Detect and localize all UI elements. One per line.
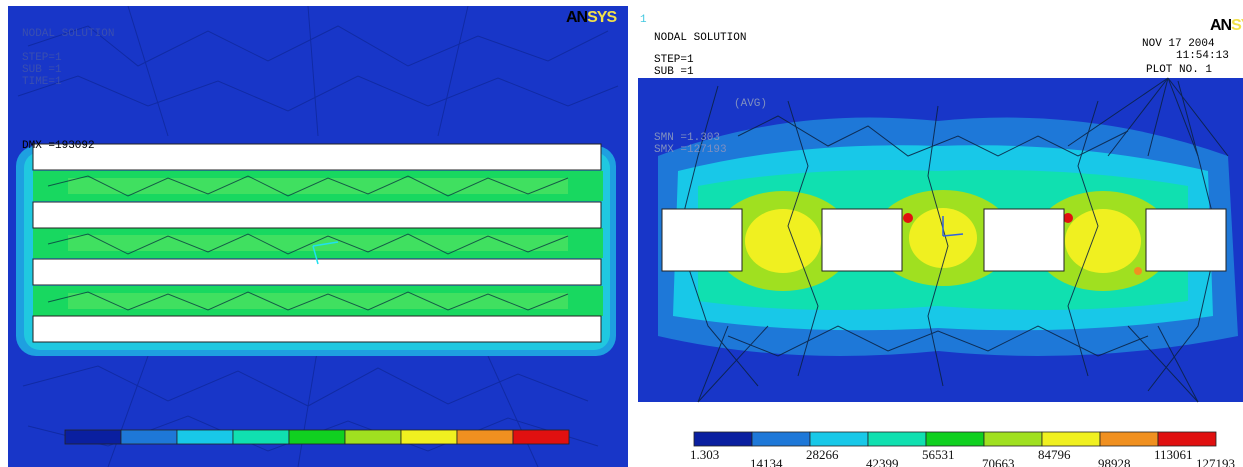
right-window-index: 1 <box>640 14 647 26</box>
right-legend-label-bottom-3: 70663 <box>982 456 1015 467</box>
right-legend-label-bottom-5: 127193 <box>1196 456 1235 467</box>
right-legend-cell-9 <box>1157 431 1217 447</box>
left-plate-3 <box>32 258 602 286</box>
left-legend-cell-4 <box>232 429 290 445</box>
left-legend-cell-1 <box>64 429 122 445</box>
left-legend-cell-7 <box>400 429 458 445</box>
right-legend-cell-2 <box>751 431 811 447</box>
left-axis-triad <box>312 241 339 265</box>
right-plot-number: PLOT NO. 1 <box>1146 64 1213 76</box>
right-legend-cell-3 <box>809 431 869 447</box>
left-header-line-4: TIME=1 <box>22 76 62 88</box>
right-legend-cell-7 <box>1041 431 1101 447</box>
left-plate-2 <box>32 201 602 229</box>
right-legend-label-bottom-2: 42399 <box>866 456 899 467</box>
right-avg-label: (AVG) <box>734 98 768 110</box>
left-header-line-3: SUB =1 <box>22 64 62 76</box>
right-hotspot-2-core <box>909 208 977 268</box>
right-legend-label-top-1: 1.303 <box>690 447 720 462</box>
left-ansys-logo: ANSYS <box>566 9 617 26</box>
left-legend-cell-6 <box>344 429 402 445</box>
left-legend-cell-3 <box>176 429 234 445</box>
right-legend-bar <box>693 431 1217 447</box>
right-mesh-lines <box>677 77 1229 403</box>
right-legend-label-top-5: 113061 <box>1154 447 1193 462</box>
right-legend-label-bottom-1: 14134 <box>750 456 783 467</box>
right-peak-3 <box>1134 267 1142 275</box>
right-hotspot-3-core <box>1065 209 1141 273</box>
right-legend-cell-6 <box>983 431 1043 447</box>
left-legend-bar <box>64 429 570 445</box>
right-legend-label-top-4: 84796 <box>1038 447 1071 462</box>
right-plate-3 <box>983 208 1065 272</box>
right-sub-label: SUB =1 <box>654 66 694 78</box>
left-strip-core-1 <box>68 178 568 194</box>
right-contour-plot <box>638 6 1243 467</box>
right-legend-cell-8 <box>1099 431 1159 447</box>
right-smn-label: SMN =1.303 <box>654 132 721 144</box>
right-legend-cell-5 <box>925 431 985 447</box>
left-logo-sys: SYS <box>587 9 617 26</box>
left-legend-cell-2 <box>120 429 178 445</box>
left-plate-4 <box>32 315 602 343</box>
left-plate-1 <box>32 143 602 171</box>
right-step-label: STEP=1 <box>654 54 694 66</box>
right-legend-cell-4 <box>867 431 927 447</box>
left-legend-cell-8 <box>456 429 514 445</box>
right-plot-title: NODAL SOLUTION <box>654 32 747 44</box>
right-hotspot-1-core <box>745 209 821 273</box>
left-legend-cell-9 <box>512 429 570 445</box>
right-plate-1 <box>661 208 743 272</box>
left-logo-an: AN <box>566 9 588 26</box>
left-header-line-2: STEP=1 <box>22 52 62 64</box>
left-strip-core-2 <box>68 235 568 251</box>
right-peak-1 <box>903 213 913 223</box>
right-legend-label-bottom-4: 98928 <box>1098 456 1131 467</box>
right-date-label: NOV 17 2004 <box>1142 38 1215 50</box>
right-time-label: 11:54:13 <box>1176 50 1229 62</box>
left-dmx-label: DMX =193092 <box>22 140 95 152</box>
right-peak-2 <box>1063 213 1073 223</box>
right-axis-triad <box>942 216 964 237</box>
right-smx-label: SMX =127193 <box>654 144 727 156</box>
right-legend-cell-1 <box>693 431 753 447</box>
right-plate-4 <box>1145 208 1227 272</box>
left-legend-cell-5 <box>288 429 346 445</box>
left-strip-core-3 <box>68 293 568 309</box>
left-header-line-1: NODAL SOLUTION <box>22 28 115 40</box>
right-legend-label-top-3: 56531 <box>922 447 955 462</box>
right-ansys-logo: ANSYS <box>1210 18 1243 34</box>
left-contour-plot <box>8 6 628 467</box>
right-logo-an: AN <box>1210 17 1232 34</box>
left-strip-mesh <box>47 175 569 311</box>
right-contour-panel: 1 ANSYS NODAL SOLUTION STEP=1 SUB =1 (AV… <box>638 6 1243 467</box>
right-plate-2 <box>821 208 903 272</box>
right-legend-label-top-2: 28266 <box>806 447 839 462</box>
right-logo-sys: SYS <box>1231 17 1243 34</box>
left-contour-panel: ANSYS NODAL SOLUTION STEP=1 SUB =1 TIME=… <box>8 6 628 467</box>
